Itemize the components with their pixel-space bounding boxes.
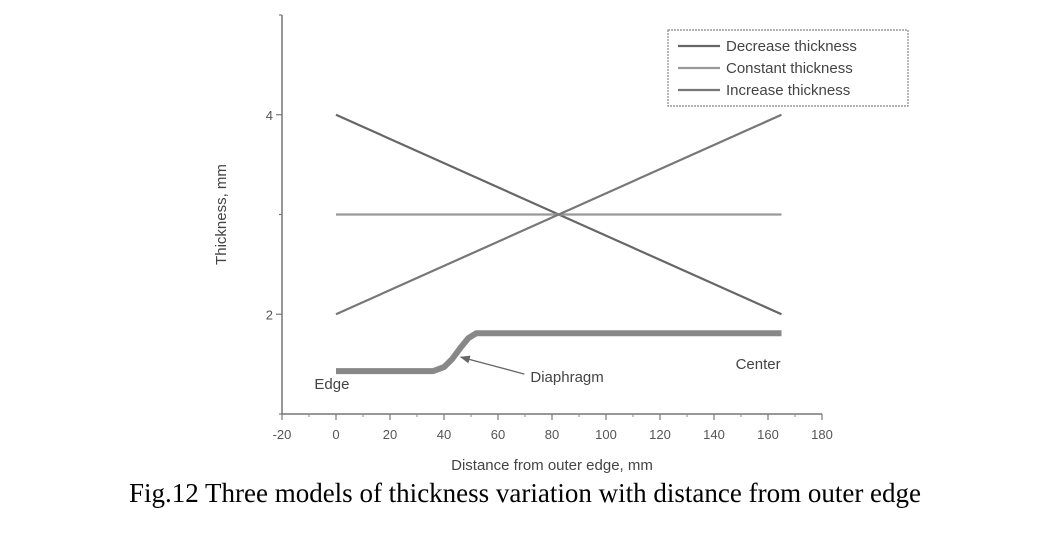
legend-label-1: Decrease thickness: [726, 38, 857, 55]
series-line-3: [335, 113, 782, 316]
x-tick-label: 180: [811, 427, 833, 442]
diaphragm-profile: [336, 330, 782, 375]
x-tick-label: 0: [332, 427, 339, 442]
y-tick-label: 4: [266, 108, 273, 123]
y-tick-label: 2: [266, 307, 273, 322]
legend-label-3: Increase thickness: [726, 82, 850, 99]
x-tick-label: 140: [703, 427, 725, 442]
x-tick-label: 120: [649, 427, 671, 442]
x-tick-label: 40: [437, 427, 451, 442]
x-tick-label: -20: [273, 427, 292, 442]
x-tick-label: 80: [545, 427, 559, 442]
y-axis-title: Thickness, mm: [213, 164, 230, 265]
x-tick-label: 60: [491, 427, 505, 442]
annotation-edge: Edge: [314, 376, 349, 393]
annotation-arrow-diaphragm: [459, 355, 525, 375]
x-axis-title: Distance from outer edge, mm: [451, 457, 653, 474]
annotation-diaphragm: Diaphragm: [530, 369, 603, 386]
x-tick-label: 160: [757, 427, 779, 442]
legend-label-2: Constant thickness: [726, 60, 853, 77]
annotation-center: Center: [736, 356, 781, 373]
x-tick-label: 20: [383, 427, 397, 442]
figure-caption: Fig.12 Three models of thickness variati…: [128, 478, 922, 508]
chart-plot-area: -20 0 20 40 60 80 100 120 140 160 180 2 4 Edge Cente…: [266, 14, 909, 442]
legend: Decrease thickness Constant thickness Incr…: [667, 29, 909, 107]
x-tick-label: 100: [595, 427, 617, 442]
